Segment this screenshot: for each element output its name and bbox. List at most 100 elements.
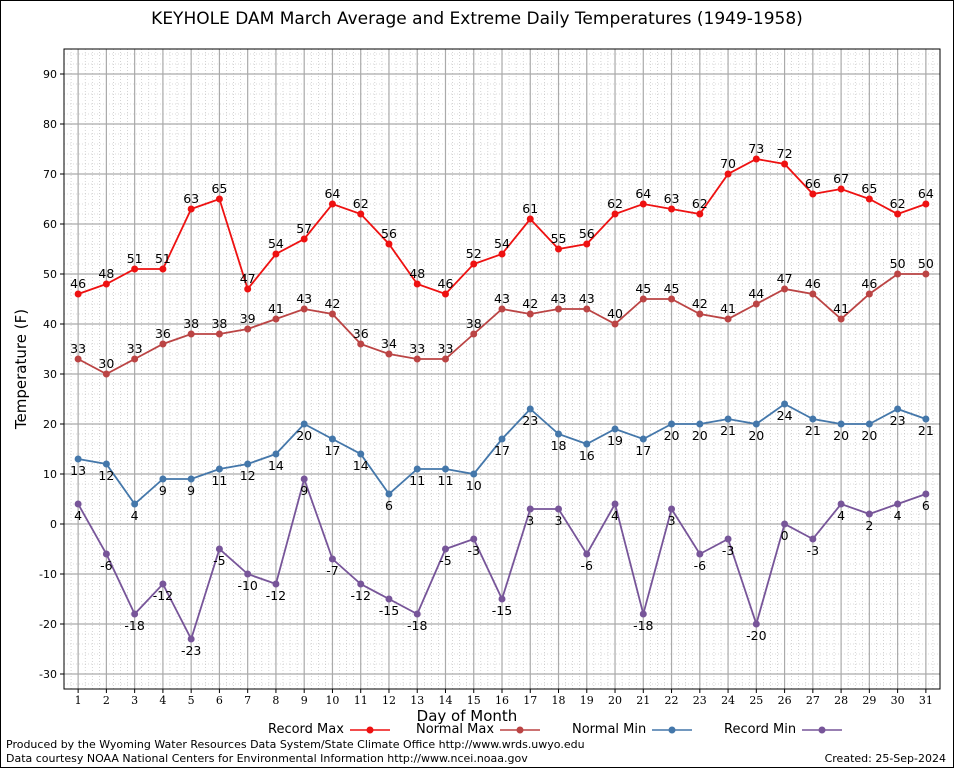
data-label-record-max: 56 bbox=[381, 226, 397, 241]
y-tick-label: 20 bbox=[43, 418, 57, 431]
data-label-record-max: 48 bbox=[409, 266, 425, 281]
data-label-normal-max: 46 bbox=[861, 276, 877, 291]
data-point-record-max bbox=[131, 265, 139, 273]
data-point-record-min bbox=[668, 505, 676, 513]
data-label-normal-max: 41 bbox=[833, 301, 849, 316]
data-point-normal-max bbox=[865, 290, 873, 298]
data-point-record-min bbox=[470, 535, 478, 543]
x-tick-label: 25 bbox=[749, 694, 763, 707]
data-point-record-min bbox=[639, 610, 647, 618]
data-point-record-min bbox=[413, 610, 421, 618]
data-label-normal-min: 23 bbox=[522, 413, 538, 428]
data-label-record-max: 67 bbox=[833, 171, 849, 186]
data-point-normal-max bbox=[385, 350, 393, 358]
y-tick-label: 90 bbox=[43, 68, 57, 81]
data-point-record-max bbox=[187, 205, 195, 213]
x-tick-label: 10 bbox=[325, 694, 339, 707]
data-point-record-min bbox=[809, 535, 817, 543]
data-label-normal-max: 45 bbox=[635, 281, 651, 296]
legend-normal-min: Normal Min bbox=[572, 722, 693, 737]
data-label-record-min: -3 bbox=[468, 543, 480, 558]
legend-normal-min-swatch bbox=[652, 726, 693, 733]
data-point-normal-max bbox=[470, 330, 478, 338]
data-label-normal-max: 41 bbox=[268, 301, 284, 316]
data-point-record-min bbox=[865, 510, 873, 518]
data-label-normal-min: 9 bbox=[187, 483, 195, 498]
data-point-normal-min bbox=[131, 500, 139, 508]
data-label-record-min: 0 bbox=[781, 528, 789, 543]
legend-record-min: Record Min bbox=[724, 722, 843, 737]
x-tick-label: 1 bbox=[75, 694, 82, 707]
data-point-record-max bbox=[611, 210, 619, 218]
data-label-record-min: 6 bbox=[922, 498, 930, 513]
data-label-record-min: 3 bbox=[555, 513, 563, 528]
data-point-record-max bbox=[555, 245, 563, 253]
data-label-record-min: -5 bbox=[439, 553, 451, 568]
x-tick-label: 4 bbox=[159, 694, 166, 707]
data-point-normal-min bbox=[555, 430, 563, 438]
x-axis-label: Day of Month bbox=[417, 707, 518, 725]
data-label-record-max: 65 bbox=[211, 181, 227, 196]
data-point-normal-min bbox=[865, 420, 873, 428]
y-tick-label: 10 bbox=[43, 468, 57, 481]
data-label-normal-min: 11 bbox=[211, 473, 227, 488]
data-point-normal-max bbox=[328, 310, 336, 318]
data-label-normal-max: 42 bbox=[324, 296, 340, 311]
data-point-normal-min bbox=[102, 460, 110, 468]
x-tick-label: 15 bbox=[467, 694, 481, 707]
x-tick-label: 6 bbox=[216, 694, 223, 707]
data-label-record-max: 63 bbox=[664, 191, 680, 206]
data-point-record-min bbox=[328, 555, 336, 563]
data-label-normal-max: 43 bbox=[494, 291, 510, 306]
x-tick-label: 2 bbox=[103, 694, 110, 707]
data-label-normal-min: 20 bbox=[833, 428, 849, 443]
data-label-normal-max: 38 bbox=[211, 316, 227, 331]
data-point-record-min bbox=[74, 500, 82, 508]
data-point-record-max bbox=[837, 185, 845, 193]
data-label-record-min: -6 bbox=[694, 558, 707, 573]
data-point-record-min bbox=[272, 580, 280, 588]
data-point-record-max bbox=[102, 280, 110, 288]
legend-record-max-swatch bbox=[349, 726, 390, 733]
legend-record-min-swatch bbox=[802, 726, 843, 733]
data-label-record-min: -15 bbox=[379, 603, 399, 618]
data-point-normal-max bbox=[809, 290, 817, 298]
legend-record-max: Record Max bbox=[268, 722, 390, 737]
data-point-normal-min bbox=[300, 420, 308, 428]
data-point-record-max bbox=[752, 155, 760, 163]
data-point-normal-min bbox=[526, 405, 534, 413]
data-point-normal-max bbox=[837, 315, 845, 323]
data-label-record-max: 54 bbox=[494, 236, 510, 251]
y-tick-label: 60 bbox=[43, 218, 57, 231]
data-point-record-max bbox=[498, 250, 506, 258]
x-tick-label: 13 bbox=[410, 694, 424, 707]
data-label-record-min: 9 bbox=[300, 483, 308, 498]
data-point-record-max bbox=[724, 170, 732, 178]
legend-normal-max-swatch bbox=[500, 726, 541, 733]
data-label-record-max: 62 bbox=[890, 196, 906, 211]
x-tick-label: 28 bbox=[834, 694, 848, 707]
data-point-record-max bbox=[781, 160, 789, 168]
x-tick-label: 7 bbox=[244, 694, 251, 707]
data-point-normal-max bbox=[244, 325, 252, 333]
data-label-normal-max: 39 bbox=[240, 311, 256, 326]
data-point-normal-max bbox=[159, 340, 167, 348]
data-label-record-min: 3 bbox=[526, 513, 534, 528]
data-point-record-min bbox=[385, 595, 393, 603]
data-label-record-max: 48 bbox=[98, 266, 114, 281]
data-label-normal-max: 50 bbox=[890, 256, 906, 271]
data-label-normal-max: 34 bbox=[381, 336, 397, 351]
data-point-normal-max bbox=[300, 305, 308, 313]
data-point-record-min bbox=[781, 520, 789, 528]
data-point-normal-max bbox=[413, 355, 421, 363]
data-label-record-min: 4 bbox=[837, 508, 845, 523]
data-label-record-min: -6 bbox=[581, 558, 594, 573]
data-label-normal-max: 44 bbox=[748, 286, 764, 301]
data-label-normal-max: 43 bbox=[579, 291, 595, 306]
data-point-record-min bbox=[526, 505, 534, 513]
data-point-normal-min bbox=[244, 460, 252, 468]
data-point-normal-min bbox=[837, 420, 845, 428]
data-label-record-max: 70 bbox=[720, 156, 736, 171]
data-point-normal-min bbox=[159, 475, 167, 483]
data-label-normal-max: 40 bbox=[607, 306, 623, 321]
